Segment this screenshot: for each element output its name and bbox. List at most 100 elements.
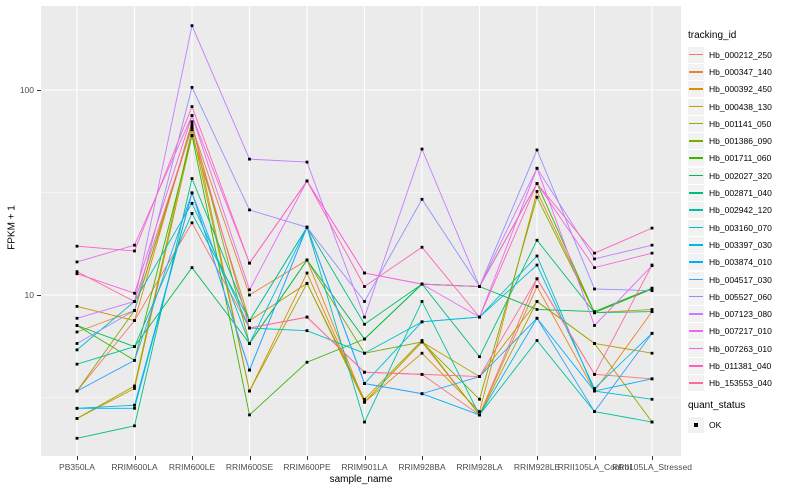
data-point xyxy=(190,177,194,180)
data-point xyxy=(593,387,596,390)
data-point xyxy=(75,330,79,334)
data-point xyxy=(190,191,194,195)
y-tick-mark xyxy=(37,295,41,296)
data-point xyxy=(133,309,136,312)
legend-key-line-icon xyxy=(688,288,704,305)
legend-key-line-icon xyxy=(688,46,704,63)
x-tick-mark xyxy=(422,456,423,460)
x-tick-mark xyxy=(249,456,251,460)
data-point xyxy=(593,372,596,376)
legend-key-line-icon xyxy=(688,219,704,236)
data-point xyxy=(535,254,539,258)
legend-item-label: Hb_000438_130 xyxy=(709,101,772,112)
data-point xyxy=(420,245,424,249)
x-tick-label-RRIM600LE: RRIM600LE xyxy=(168,462,216,472)
data-point xyxy=(420,351,424,355)
data-point xyxy=(593,266,596,270)
legend-item-label: Hb_007217_010 xyxy=(709,326,772,337)
legend-key-line-icon xyxy=(688,236,704,253)
data-point xyxy=(535,182,539,185)
x-tick-label-RRIM928LA: RRIM928LA xyxy=(456,462,503,472)
legend-key-line-icon xyxy=(688,63,704,80)
data-point xyxy=(190,134,194,137)
legend-key-line-icon xyxy=(688,167,704,184)
data-point xyxy=(420,372,424,376)
data-point xyxy=(650,331,654,335)
x-tick-label-RRIM928BA: RRIM928BA xyxy=(398,462,446,472)
data-point xyxy=(420,340,424,344)
legend-item-Hb_000212_250: Hb_000212_250 xyxy=(688,46,798,63)
data-point xyxy=(133,300,136,303)
data-point xyxy=(363,351,366,355)
legend-item-label: Hb_000392_450 xyxy=(709,84,772,95)
legend-item-Hb_000347_140: Hb_000347_140 xyxy=(688,63,798,80)
legend-item-label: Hb_001386_090 xyxy=(709,136,772,147)
data-point xyxy=(478,355,481,359)
y-tick-label: 10 xyxy=(24,290,34,300)
data-point xyxy=(535,308,539,311)
data-point xyxy=(75,260,79,264)
data-point xyxy=(133,358,136,362)
legend-item-Hb_003874_010: Hb_003874_010 xyxy=(688,254,798,271)
data-point xyxy=(190,105,194,108)
data-point xyxy=(305,271,309,275)
x-tick-label-RRIM901LA: RRIM901LA xyxy=(341,462,388,472)
legend-item-label: Hb_011381_040 xyxy=(709,360,772,371)
data-point xyxy=(420,147,424,151)
data-point xyxy=(478,410,481,413)
legend-key-line-icon xyxy=(688,98,704,115)
data-point xyxy=(248,342,251,345)
legend-item-Hb_001141_050: Hb_001141_050 xyxy=(688,115,798,132)
data-point xyxy=(650,289,654,293)
legend-item-label: Hb_004517_030 xyxy=(709,274,772,285)
x-tick-label-RRII105LA_Stressed: RRII105LA_Stressed xyxy=(612,462,692,472)
legend-item-Hb_000438_130: Hb_000438_130 xyxy=(688,98,798,115)
legend-item-label: Hb_001141_050 xyxy=(709,118,772,129)
x-tick-label-RRII105LA_Control: RRII105LA_Control xyxy=(557,462,632,472)
data-point xyxy=(75,436,79,440)
quant-status-legend: quant_status OK xyxy=(688,400,798,433)
x-tick-mark xyxy=(594,456,596,460)
legend-item-label: Hb_003160_070 xyxy=(709,222,772,233)
data-point xyxy=(190,114,194,118)
data-point xyxy=(363,315,366,319)
x-tick-mark xyxy=(479,456,481,460)
legend-item-Hb_002027_320: Hb_002027_320 xyxy=(688,167,798,184)
black-square-marker-icon xyxy=(688,416,704,433)
legend-item-Hb_000392_450: Hb_000392_450 xyxy=(688,81,798,98)
data-point xyxy=(190,212,194,215)
data-point xyxy=(305,225,309,229)
data-point xyxy=(305,281,309,285)
data-point xyxy=(133,243,136,247)
data-point xyxy=(248,389,251,393)
data-point xyxy=(478,397,481,401)
legend-key-line-icon xyxy=(688,81,704,98)
data-point xyxy=(363,300,366,303)
legend-key-line-icon xyxy=(688,185,704,202)
legend-key-line-icon xyxy=(688,375,704,392)
data-point xyxy=(190,120,194,124)
legend-key-line-icon xyxy=(688,133,704,150)
data-point xyxy=(75,316,79,320)
data-point xyxy=(248,208,251,212)
x-tick-mark xyxy=(537,456,538,460)
legend-item-label: Hb_003397_030 xyxy=(709,239,772,250)
data-point xyxy=(190,128,194,132)
data-point xyxy=(650,243,654,247)
y-tick-label: 100 xyxy=(19,85,34,95)
legend-item-Hb_002942_120: Hb_002942_120 xyxy=(688,202,798,219)
data-point xyxy=(420,320,424,324)
data-point xyxy=(133,387,136,390)
data-point xyxy=(190,125,194,129)
data-point xyxy=(593,389,596,393)
legend-key-line-icon xyxy=(688,357,704,374)
legend-item-label: Hb_000212_250 xyxy=(709,49,772,60)
data-point xyxy=(190,122,194,126)
data-point xyxy=(420,392,424,396)
legend-item-Hb_001386_090: Hb_001386_090 xyxy=(688,132,798,150)
legend-item-label: Hb_001711_060 xyxy=(709,153,772,164)
legend-item-ok: OK xyxy=(688,416,798,433)
data-point xyxy=(593,342,596,345)
legend-item-Hb_153553_040: Hb_153553_040 xyxy=(688,375,798,392)
